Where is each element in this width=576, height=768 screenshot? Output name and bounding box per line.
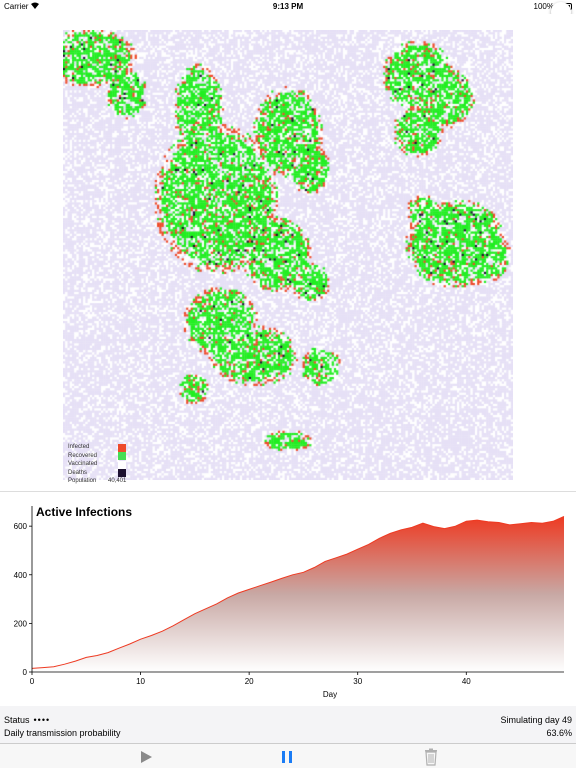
legend-swatch-deaths bbox=[118, 469, 126, 477]
status-value: Simulating day 49 bbox=[500, 715, 572, 725]
legend: Infected Recovered Vaccinated Deaths Pop… bbox=[68, 443, 130, 486]
y-tick-label: 400 bbox=[14, 571, 28, 580]
status-dots: •••• bbox=[33, 715, 51, 725]
legend-swatch-vaccinated bbox=[118, 460, 126, 469]
status-row: Status •••• Simulating day 49 bbox=[4, 715, 572, 729]
x-axis-label: Day bbox=[323, 690, 337, 699]
toolbar bbox=[0, 743, 576, 768]
pause-icon[interactable] bbox=[277, 747, 297, 767]
legend-swatch-infected bbox=[118, 443, 126, 452]
infection-area bbox=[32, 516, 564, 672]
legend-item-recovered: Recovered bbox=[68, 452, 130, 460]
x-tick-label: 10 bbox=[136, 677, 145, 686]
y-tick-label: 0 bbox=[23, 668, 28, 677]
legend-label: Vaccinated bbox=[68, 461, 98, 467]
x-tick-label: 20 bbox=[245, 677, 254, 686]
legend-label: Recovered bbox=[68, 452, 98, 459]
legend-label: Infected bbox=[68, 444, 90, 450]
chart-title: Active Infections bbox=[36, 505, 133, 519]
legend-label: Deaths bbox=[68, 469, 88, 476]
battery-percentage: 100% bbox=[533, 2, 554, 11]
legend-item-population: Population 40,401 bbox=[68, 477, 130, 486]
x-tick-label: 0 bbox=[30, 677, 35, 686]
transmission-row: Daily transmission probability 63.6% bbox=[4, 728, 572, 742]
wifi-icon bbox=[31, 2, 39, 9]
trash-icon[interactable] bbox=[421, 747, 441, 767]
x-tick-label: 30 bbox=[353, 677, 362, 686]
infection-line bbox=[31, 515, 565, 669]
simulation-grid[interactable] bbox=[63, 30, 513, 480]
population-label: Population bbox=[68, 478, 97, 484]
clock: 9:13 PM bbox=[272, 2, 304, 11]
legend-swatch-recovered bbox=[118, 452, 126, 460]
transmission-label: Daily transmission probability bbox=[4, 728, 121, 738]
status-label: Status •••• bbox=[4, 715, 51, 725]
y-tick-label: 600 bbox=[14, 522, 28, 531]
legend-item-vaccinated: Vaccinated bbox=[68, 460, 130, 469]
population-value: 40,401 bbox=[108, 478, 127, 484]
transmission-value: 63.6% bbox=[546, 728, 572, 738]
info-panel: Status •••• Simulating day 49 Daily trans… bbox=[0, 706, 576, 743]
chart-svg: 0 200 400 600 0 10 20 30 40 Day bbox=[14, 506, 565, 699]
simulation-view: Infected Recovered Vaccinated Deaths Pop… bbox=[0, 14, 576, 490]
play-icon[interactable] bbox=[136, 747, 156, 767]
status-bar: Carrier 9:13 PM 100% bbox=[0, 0, 576, 14]
legend-item-infected: Infected bbox=[68, 443, 130, 452]
carrier-label: Carrier bbox=[4, 2, 29, 11]
active-infections-chart: 0 200 400 600 0 10 20 30 40 Day Active Infections bbox=[0, 491, 576, 705]
legend-item-deaths: Deaths bbox=[68, 469, 130, 477]
y-tick-label: 200 bbox=[14, 619, 28, 628]
x-tick-label: 40 bbox=[462, 677, 471, 686]
